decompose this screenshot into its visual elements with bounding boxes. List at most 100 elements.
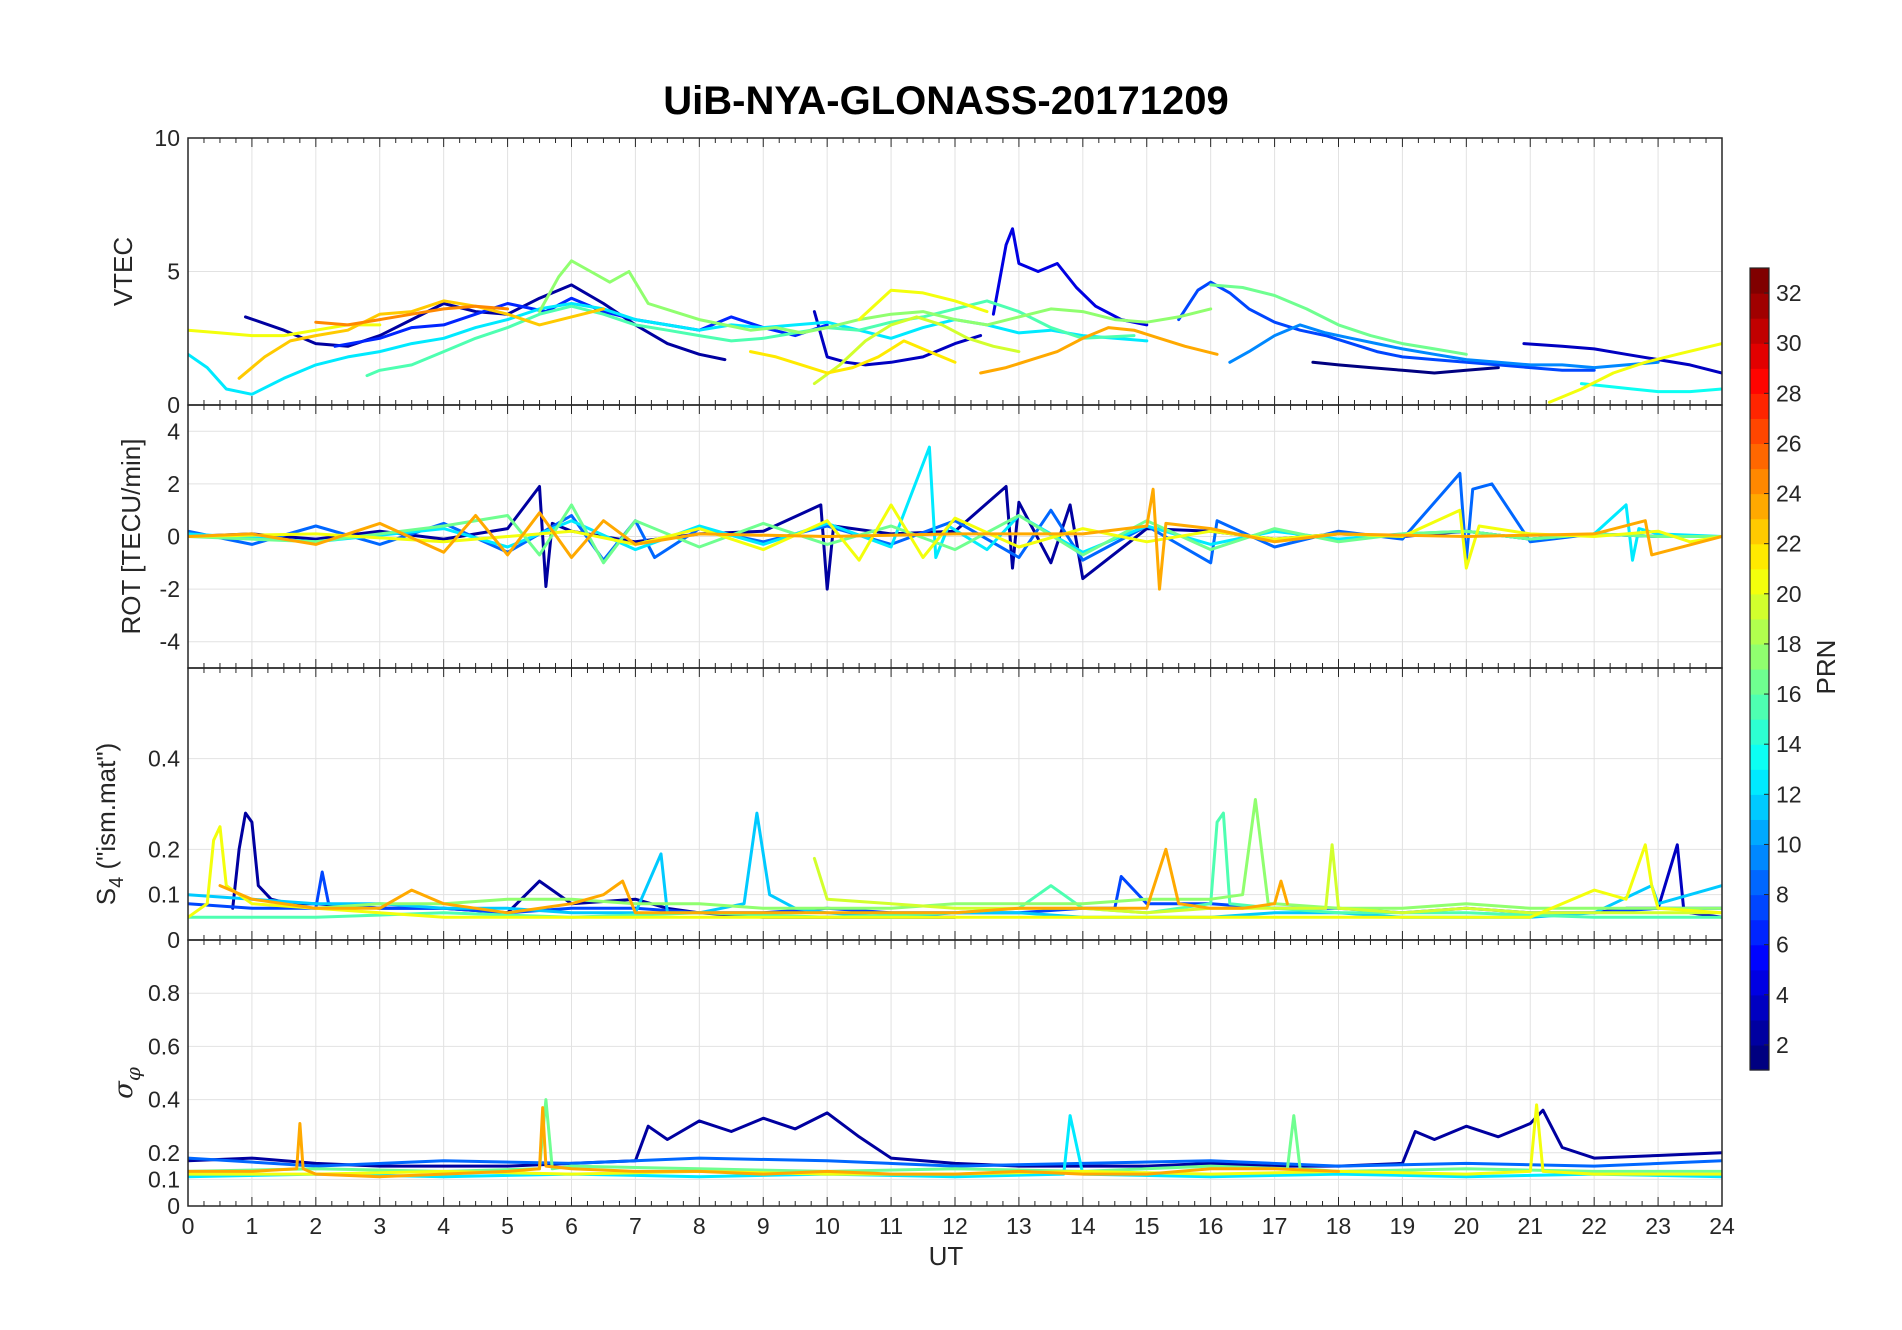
series-line-prn-23 (979, 326, 1219, 375)
colorbar-segment (1750, 819, 1769, 846)
colorbar-frame (1749, 267, 1770, 1071)
colorbar-tick-label: 16 (1776, 681, 1802, 707)
colorbar-segment (1750, 468, 1769, 495)
series-line-prn-2 (244, 283, 727, 362)
colorbar-tick-label: 10 (1776, 831, 1802, 857)
series-line-prn-20 (857, 288, 989, 322)
colorbar-tick-label: 20 (1776, 581, 1802, 607)
colorbar-segment (1750, 568, 1769, 595)
colorbar-segment (1750, 368, 1769, 394)
x-tick-label: 23 (1645, 1213, 1671, 1239)
y-tick-label: 0 (167, 927, 180, 953)
colorbar-segment (1750, 894, 1769, 921)
series-line-prn-9 (1228, 323, 1660, 370)
x-tick-label: 11 (879, 1213, 903, 1239)
y-tick-label: 0.2 (148, 836, 180, 862)
series-line-prn-20 (188, 825, 1722, 919)
y-tick-label: 0 (167, 1193, 180, 1219)
colorbar-segment (1750, 669, 1769, 695)
series-line-prn-7 (1177, 280, 1596, 372)
y-tick-label: 0 (167, 524, 180, 550)
colorbar-segment (1750, 293, 1769, 319)
y-tick-label: 0.4 (148, 1087, 180, 1113)
colorbar-segment (1750, 719, 1769, 745)
x-tick-label: 15 (1134, 1213, 1160, 1239)
series-line-prn-23 (188, 1106, 1340, 1179)
colorbar-segment (1750, 343, 1769, 369)
panel-rot: -4 -2 0 2 4 ROT [TECU/min] (116, 404, 1723, 669)
colorbar-segment (1750, 844, 1769, 871)
colorbar-tick-label: 12 (1776, 781, 1802, 807)
panel-sigma-phi: 00.10.2 0.4 0.6 0.8 σφ (109, 939, 1723, 1219)
x-tick-label: 4 (437, 1213, 450, 1239)
chart-title: UiB-NYA-GLONASS-20171209 (663, 79, 1228, 123)
colorbar-segment (1750, 643, 1769, 670)
series-line-prn-17 (538, 259, 1213, 335)
x-tick-label: 8 (693, 1213, 706, 1239)
x-tick-label: 17 (1262, 1213, 1288, 1239)
y-tick-label: 0.2 (148, 1140, 180, 1166)
colorbar-tick-label: 32 (1776, 280, 1802, 306)
y-tick-label: 4 (167, 418, 180, 444)
x-tick-label: 20 (1454, 1213, 1480, 1239)
y-tick-label: 10 (154, 125, 180, 151)
x-tick-label: 13 (1006, 1213, 1032, 1239)
series-line-prn-3 (1522, 342, 1722, 375)
colorbar-segment (1750, 694, 1769, 720)
colorbar-tick-label: 6 (1776, 932, 1789, 958)
colorbar-segment (1750, 593, 1769, 620)
colorbar-segment (1750, 418, 1769, 445)
colorbar-segment (1750, 443, 1769, 470)
colorbar-tick-label: 26 (1776, 430, 1802, 456)
y-tick-label: 0.1 (148, 1166, 180, 1192)
colorbar-segment (1750, 769, 1769, 795)
series-line-prn-24 (314, 304, 510, 327)
series-line-prn-20 (1547, 342, 1722, 404)
series-line-prn-23 (218, 847, 1289, 915)
colorbar-tick-label: 28 (1776, 380, 1802, 406)
y-tick-label: 0 (167, 392, 180, 418)
series-line-prn-19 (812, 315, 1021, 386)
x-axis: 0 1 2 3 4 5 6 7 8 9 10 11 12 13 14 15 16 17 18 19 20 21 22 23 24 (182, 1213, 1735, 1239)
colorbar-segment (1750, 393, 1769, 419)
colorbar-segment (1750, 318, 1769, 344)
y-tick-label: -4 (160, 629, 181, 655)
series-line-prn-20 (188, 503, 1722, 570)
colorbar-tick-label: 2 (1776, 1032, 1789, 1058)
colorbar-segment (1750, 1019, 1769, 1046)
series-group (188, 798, 1722, 919)
x-tick-label: 9 (757, 1213, 770, 1239)
colorbar-tick-label: 24 (1776, 481, 1802, 507)
colorbar-segment (1750, 493, 1769, 520)
x-tick-label: 14 (1070, 1213, 1096, 1239)
panel-s4: 0 0.1 0.2 0.4 S4 ("ism.mat") (91, 667, 1723, 953)
colorbar-segment (1750, 618, 1769, 645)
series-line-prn-16 (188, 503, 1722, 565)
colorbar-segment (1750, 969, 1769, 996)
colorbar-segment (1750, 944, 1769, 971)
panel-vtec: 0 5 10 VTEC (108, 125, 1723, 418)
x-tick-label: 24 (1709, 1213, 1735, 1239)
colorbar-segment (1750, 543, 1769, 570)
colorbar-segment (1750, 1044, 1769, 1071)
x-tick-label: 12 (942, 1213, 968, 1239)
x-tick-label: 5 (501, 1213, 514, 1239)
x-tick-label: 7 (629, 1213, 642, 1239)
series-group (188, 227, 1722, 404)
x-axis-label: UT (929, 1241, 964, 1271)
y-axis-label: σφ (109, 1067, 145, 1099)
colorbar-segment (1750, 919, 1769, 946)
colorbar-segment (1750, 268, 1769, 294)
x-tick-label: 0 (182, 1213, 195, 1239)
x-tick-label: 21 (1517, 1213, 1543, 1239)
series-group (188, 1098, 1722, 1179)
x-tick-label: 2 (309, 1213, 322, 1239)
colorbar-tick-label: 18 (1776, 631, 1802, 657)
colorbar-label: PRN (1811, 640, 1841, 695)
colorbar-segment (1750, 744, 1769, 770)
x-tick-label: 19 (1390, 1213, 1416, 1239)
colorbar-tick-label: 22 (1776, 531, 1802, 557)
colorbar-tick-label: 30 (1776, 330, 1802, 356)
